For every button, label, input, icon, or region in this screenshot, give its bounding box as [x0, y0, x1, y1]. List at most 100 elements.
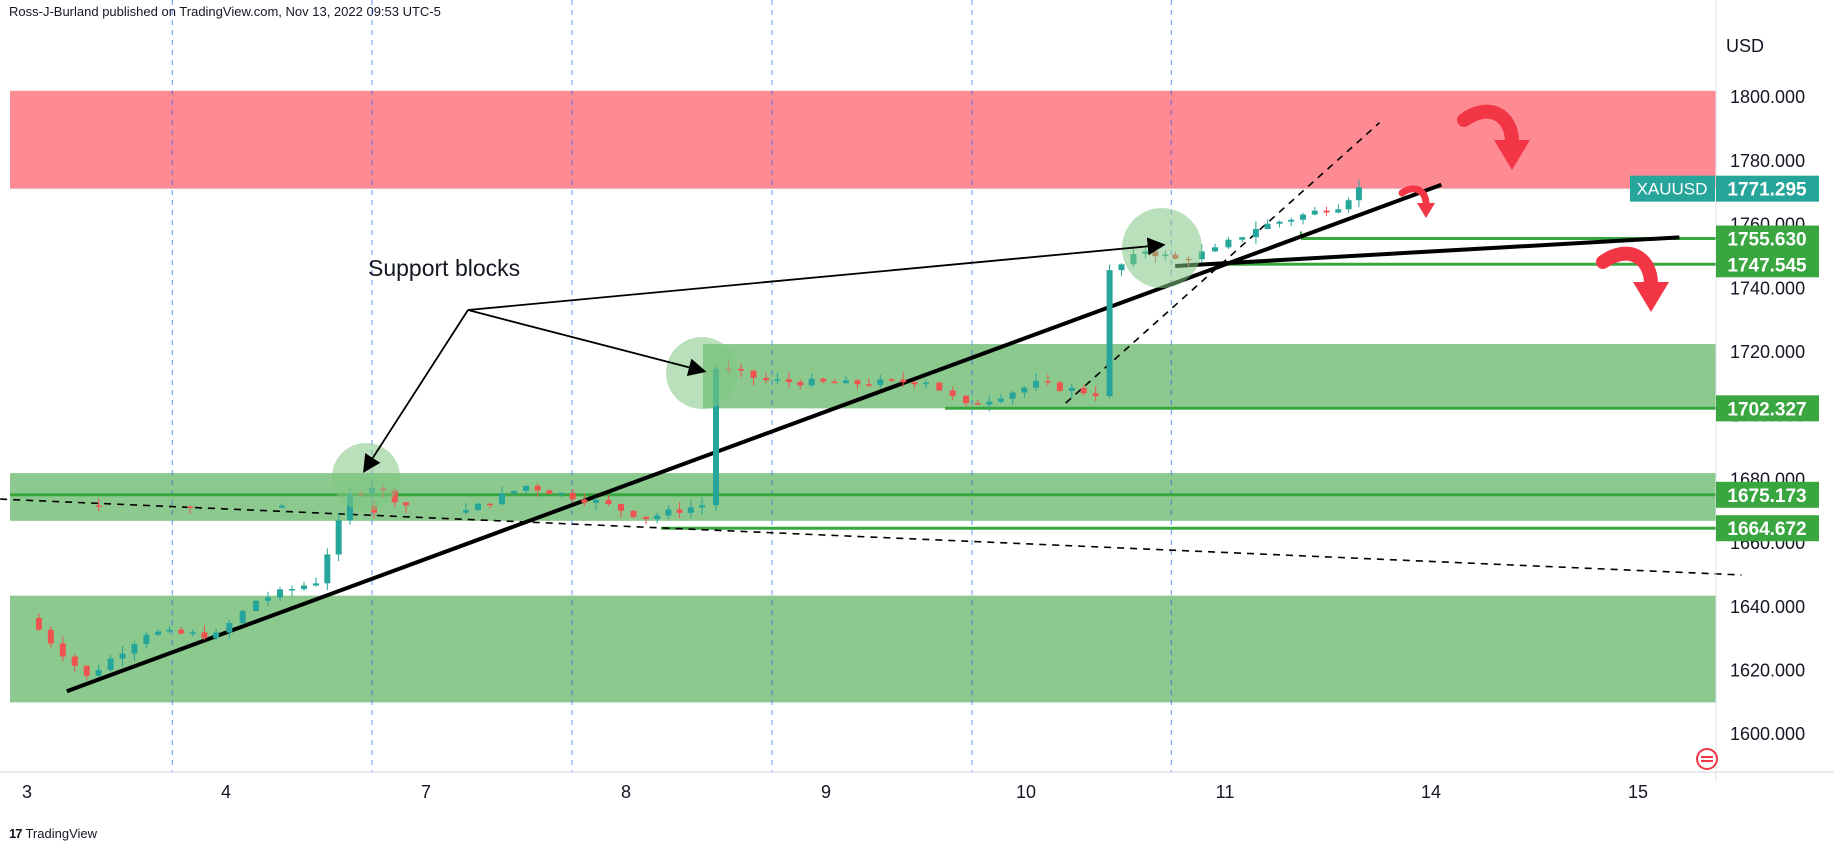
candle-body	[1198, 251, 1205, 260]
candle-body	[738, 368, 744, 371]
candle-body	[239, 610, 246, 624]
price-tick-label: 1740.000	[1730, 278, 1805, 298]
candle-body	[820, 378, 827, 382]
time-tick-label: 15	[1628, 782, 1648, 802]
candle-body	[313, 583, 319, 586]
candle-body	[1225, 239, 1232, 248]
tv-logo-icon[interactable]	[1696, 748, 1718, 770]
candle-body	[59, 643, 66, 657]
candle-body	[95, 505, 102, 507]
candle-body	[189, 632, 196, 634]
candle-body	[986, 401, 993, 405]
resistance-zone	[10, 90, 1716, 189]
candle-body	[1345, 200, 1352, 210]
candle-body	[1118, 264, 1125, 271]
candle-body	[877, 379, 884, 386]
candle-body	[1021, 387, 1028, 393]
time-tick-label: 10	[1016, 782, 1036, 802]
price-axis: USD 1800.0001780.0001760.0001740.0001720…	[1715, 0, 1805, 782]
price-tag-bg	[1716, 515, 1819, 542]
candle-body	[523, 485, 529, 491]
price-tick-label: 1780.000	[1730, 151, 1805, 171]
candle-body	[1252, 228, 1259, 238]
candle-body	[265, 597, 271, 601]
arrow-head	[1633, 282, 1669, 312]
candle-body	[301, 585, 307, 590]
arrow-head	[1494, 140, 1530, 170]
candle-body	[605, 499, 612, 505]
candle-body	[854, 380, 861, 385]
candle-body	[665, 509, 672, 516]
candle-body	[487, 503, 493, 506]
candle-body	[391, 490, 398, 503]
candle-body	[511, 490, 517, 494]
candle-body	[900, 379, 907, 383]
candle-body	[785, 379, 792, 383]
candle-body	[808, 378, 815, 386]
candle-body	[676, 509, 683, 513]
candle-body	[581, 499, 588, 503]
candle-body	[499, 493, 505, 505]
candles-layer	[35, 179, 1362, 680]
pointer-arrow	[467, 237, 1166, 311]
candle-body	[1056, 382, 1063, 391]
price-tag-label: 1702.327	[1727, 399, 1806, 420]
candle-body	[911, 382, 918, 385]
price-tick-label: 1600.000	[1730, 724, 1805, 744]
candle-body	[213, 632, 220, 639]
red-down-arrow-icon	[1457, 104, 1530, 170]
trendline	[1175, 235, 1680, 269]
currency-label: USD	[1726, 36, 1764, 56]
candle-body	[155, 631, 162, 635]
candle-body	[71, 656, 78, 666]
candle-body	[335, 520, 342, 555]
candle-body	[763, 377, 769, 381]
candle-body	[963, 395, 969, 404]
candle-body	[83, 665, 90, 676]
candle-body	[1299, 214, 1306, 220]
candle-body	[324, 554, 331, 584]
candle-body	[923, 382, 929, 385]
trendlines-layer	[0, 122, 1742, 694]
candle-body	[750, 370, 757, 378]
price-tags-layer: XAUUSD 1771.295 1755.630 1747.545 1702.327 16…	[1630, 175, 1819, 542]
candle-body	[687, 507, 694, 513]
candle-body	[403, 502, 409, 506]
time-tick-label: 3	[22, 782, 32, 802]
candle-body	[774, 379, 781, 381]
dashed-trendline	[1065, 122, 1381, 404]
candle-body	[1276, 221, 1283, 224]
candle-body	[618, 504, 624, 511]
symbol-tag-label: XAUUSD	[1637, 180, 1708, 199]
time-tick-label: 4	[221, 782, 231, 802]
publication-header: Ross-J-Burland published on TradingView.…	[9, 4, 441, 19]
time-axis: 3 4 7 8 9 10 11 14 15	[0, 771, 1834, 802]
price-tag-label: 1664.672	[1727, 519, 1806, 540]
trendline	[66, 182, 1443, 694]
price-tag-bg	[1716, 481, 1819, 508]
candle-body	[226, 623, 233, 633]
price-tick-label: 1720.000	[1730, 342, 1805, 362]
candle-body	[253, 600, 259, 611]
candle-body	[1212, 247, 1219, 252]
candle-body	[888, 379, 895, 381]
candle-body	[178, 629, 185, 634]
candle-body	[463, 510, 469, 513]
time-tick-label: 14	[1421, 782, 1441, 802]
time-tick-label: 11	[1216, 782, 1235, 802]
zones-layer	[10, 90, 1716, 703]
price-tag-label: 1747.545	[1727, 255, 1807, 276]
candle-body	[279, 505, 285, 508]
candle-body	[47, 629, 54, 644]
price-tick-label: 1620.000	[1730, 661, 1805, 681]
red-down-arrow-icon	[1398, 185, 1435, 218]
dashed-trendline	[0, 498, 1742, 576]
candle-body	[998, 398, 1004, 402]
candle-body	[289, 589, 295, 591]
candle-body	[1239, 237, 1246, 240]
candle-body	[107, 658, 114, 671]
candle-body	[1335, 209, 1342, 213]
candle-body	[654, 515, 661, 520]
candle-body	[187, 506, 194, 509]
